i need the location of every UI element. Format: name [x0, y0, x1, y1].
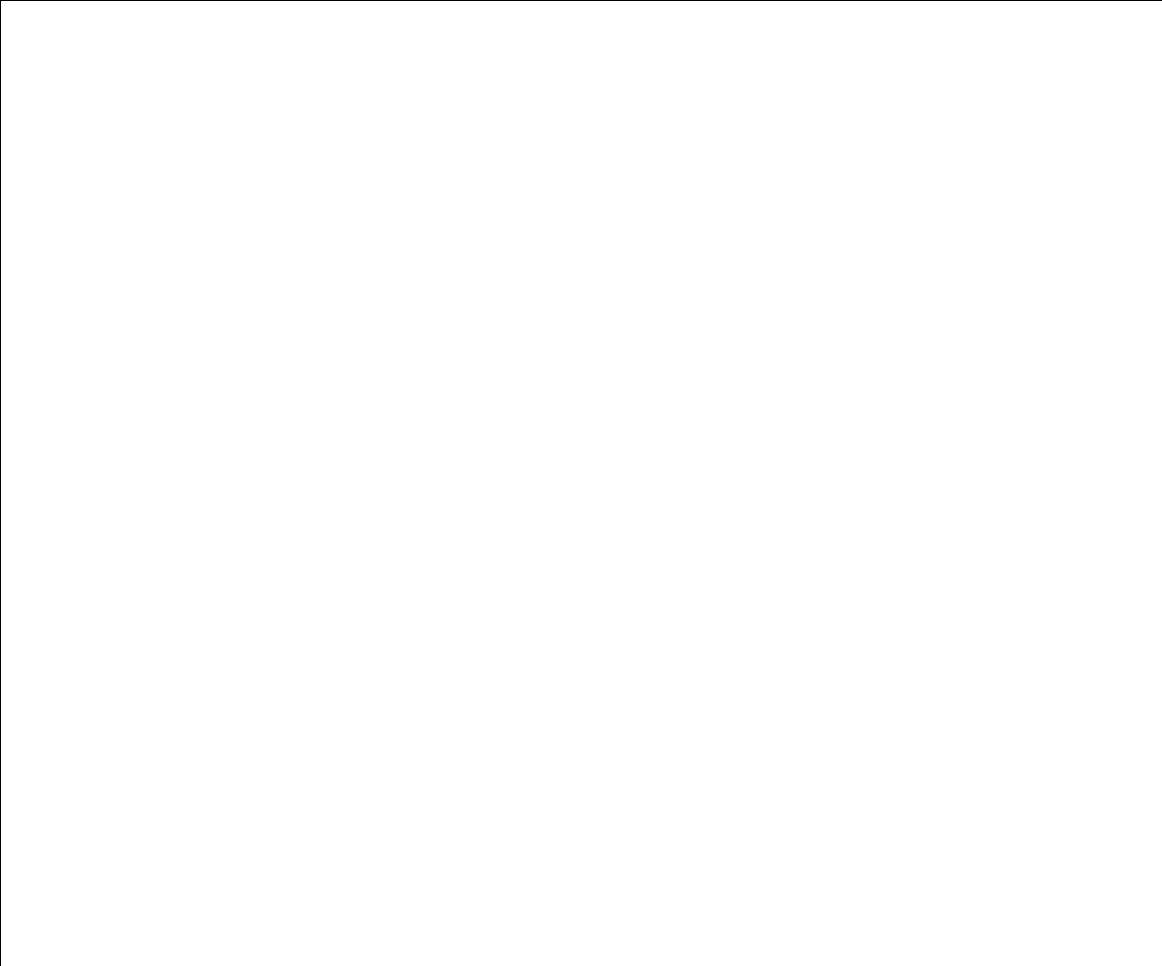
page-background	[0, 0, 1162, 966]
card-bottom-line	[0, 0, 1162, 1]
label-match-width	[0, 0, 20, 6]
guide-vline-e-right	[0, 0, 1, 966]
